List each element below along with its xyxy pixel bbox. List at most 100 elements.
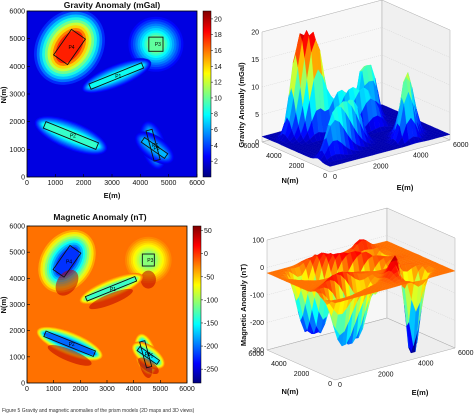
x-tick-label: 2000: [378, 371, 394, 378]
gravity-surface-ylabel: N(m): [281, 176, 299, 185]
surface-mesh: [261, 30, 451, 167]
magnetic-surface-zlabel: Magnetic Anomaly (nT): [239, 263, 248, 346]
z-tick-label: -300: [250, 348, 264, 355]
y-tick-label: 0: [21, 381, 25, 388]
body-label: P3: [147, 258, 153, 264]
gravity-colorbar: 2 4 6 8 10 12 14 16 18 20: [202, 10, 222, 178]
x-tick-label: 6000: [189, 180, 205, 187]
colorbar-tick-label: 18: [214, 32, 222, 39]
z-tick-label: -200: [250, 320, 264, 327]
colorbar-tick-label: -50: [204, 274, 214, 281]
y-tick-label: 6000: [9, 224, 25, 231]
y-tick-label: 4000: [266, 153, 282, 160]
colorbar-tick-label: 16: [214, 48, 222, 55]
colorbar-tick-label: 2: [214, 159, 218, 166]
y-tick-label: 0: [21, 175, 25, 182]
x-tick-label: 0: [338, 382, 342, 389]
body-label: P5: [153, 146, 159, 152]
z-tick-label: 100: [252, 238, 264, 245]
magnetic-map-title: Magnetic Anomaly (nT): [53, 212, 146, 222]
x-tick-label: 6000: [458, 350, 474, 357]
y-tick-label: 3000: [9, 92, 25, 99]
x-tick-label: 5000: [153, 386, 169, 393]
gravity-surface-xlabel: E(m): [397, 183, 414, 192]
body-p5: P5: [140, 136, 169, 160]
body-p4: P4: [52, 244, 82, 278]
colorbar-tick-label: -250: [204, 367, 218, 374]
body-p1: P1: [84, 275, 138, 302]
magnetic-surface: -300-200-1000100020004000600002000400060…: [239, 207, 474, 397]
colorbar-tick-label: 8: [214, 111, 218, 118]
y-tick-label: 2000: [9, 328, 25, 335]
surface-mesh: [266, 239, 456, 354]
body-label: P4: [68, 45, 74, 51]
x-tick-label: 3000: [104, 180, 120, 187]
z-tick-label: 0: [260, 265, 264, 272]
gravity-map-ylabel: N(m): [0, 86, 8, 104]
y-tick-label: 1000: [9, 354, 25, 361]
y-tick-label: 6000: [243, 143, 259, 150]
x-tick-label: 0: [25, 386, 29, 393]
x-tick-label: 4000: [126, 386, 142, 393]
x-tick-label: 3000: [99, 386, 115, 393]
magnetic-colorbar: 50 0 -50 -100 -150 -200 -250: [192, 225, 218, 384]
y-tick-label: 0: [323, 173, 327, 180]
z-tick-label: -100: [250, 293, 264, 300]
colorbar-tick-label: -200: [204, 344, 218, 351]
body-p2: P2: [43, 330, 97, 358]
y-tick-label: 3000: [9, 302, 25, 309]
body-p1: P1: [88, 62, 145, 90]
body-label: P3: [155, 42, 161, 48]
colorbar-tick-label: 14: [214, 64, 222, 71]
body-label: P2: [70, 134, 76, 140]
x-tick-label: 1000: [48, 180, 64, 187]
body-label: P1: [110, 287, 116, 293]
gravity-map-title: Gravity Anomaly (mGal): [64, 0, 161, 10]
x-tick-label: 5000: [161, 180, 177, 187]
x-tick-label: 2000: [373, 163, 389, 170]
x-tick-label: 4000: [413, 153, 429, 160]
x-tick-label: 6000: [179, 386, 195, 393]
x-tick-label: 0: [25, 180, 29, 187]
body-label: P4: [66, 259, 72, 265]
colorbar-tick-label: 4: [214, 143, 218, 150]
y-tick-label: 1000: [9, 147, 25, 154]
y-tick-label: 0: [328, 381, 332, 388]
body-p4: P4: [52, 28, 87, 66]
x-tick-label: 4000: [418, 361, 434, 368]
body-p5: P5: [136, 346, 161, 366]
y-tick-label: 5000: [9, 250, 25, 257]
y-tick-label: 2000: [294, 371, 310, 378]
magnetic-surface-xlabel: E(m): [412, 388, 429, 397]
body-label: P6: [152, 143, 158, 149]
magnetic-map-ylabel: N(m): [0, 296, 8, 314]
colorbar-tick-label: -100: [204, 297, 218, 304]
z-tick-label: 0: [255, 140, 259, 147]
y-tick-label: 5000: [9, 36, 25, 43]
body-p2: P2: [42, 121, 100, 150]
z-tick-label: 5: [255, 112, 259, 119]
gravity-surface-zlabel: Gravity Anomaly (mGal): [237, 62, 246, 148]
body-p3: P3: [141, 253, 155, 267]
z-tick-label: 20: [251, 30, 259, 37]
z-tick-label: 10: [251, 85, 259, 92]
body-p6: P6: [145, 128, 161, 162]
y-tick-label: 2000: [9, 119, 25, 126]
colorbar-tick-label: 12: [214, 80, 222, 87]
x-tick-label: 1000: [46, 386, 62, 393]
x-tick-label: 4000: [133, 180, 149, 187]
z-tick-label: 15: [251, 57, 259, 64]
body-label: P2: [69, 342, 75, 348]
y-tick-label: 4000: [9, 64, 25, 71]
magnetic-surface-ylabel: N(m): [281, 387, 299, 396]
body-label: P6: [145, 352, 151, 358]
colorbar-tick-label: 6: [214, 127, 218, 134]
x-tick-label: 6000: [453, 142, 469, 149]
colorbar-tick-label: 50: [204, 228, 212, 235]
colorbar-tick-label: 0: [204, 251, 208, 258]
x-tick-label: 0: [333, 174, 337, 181]
